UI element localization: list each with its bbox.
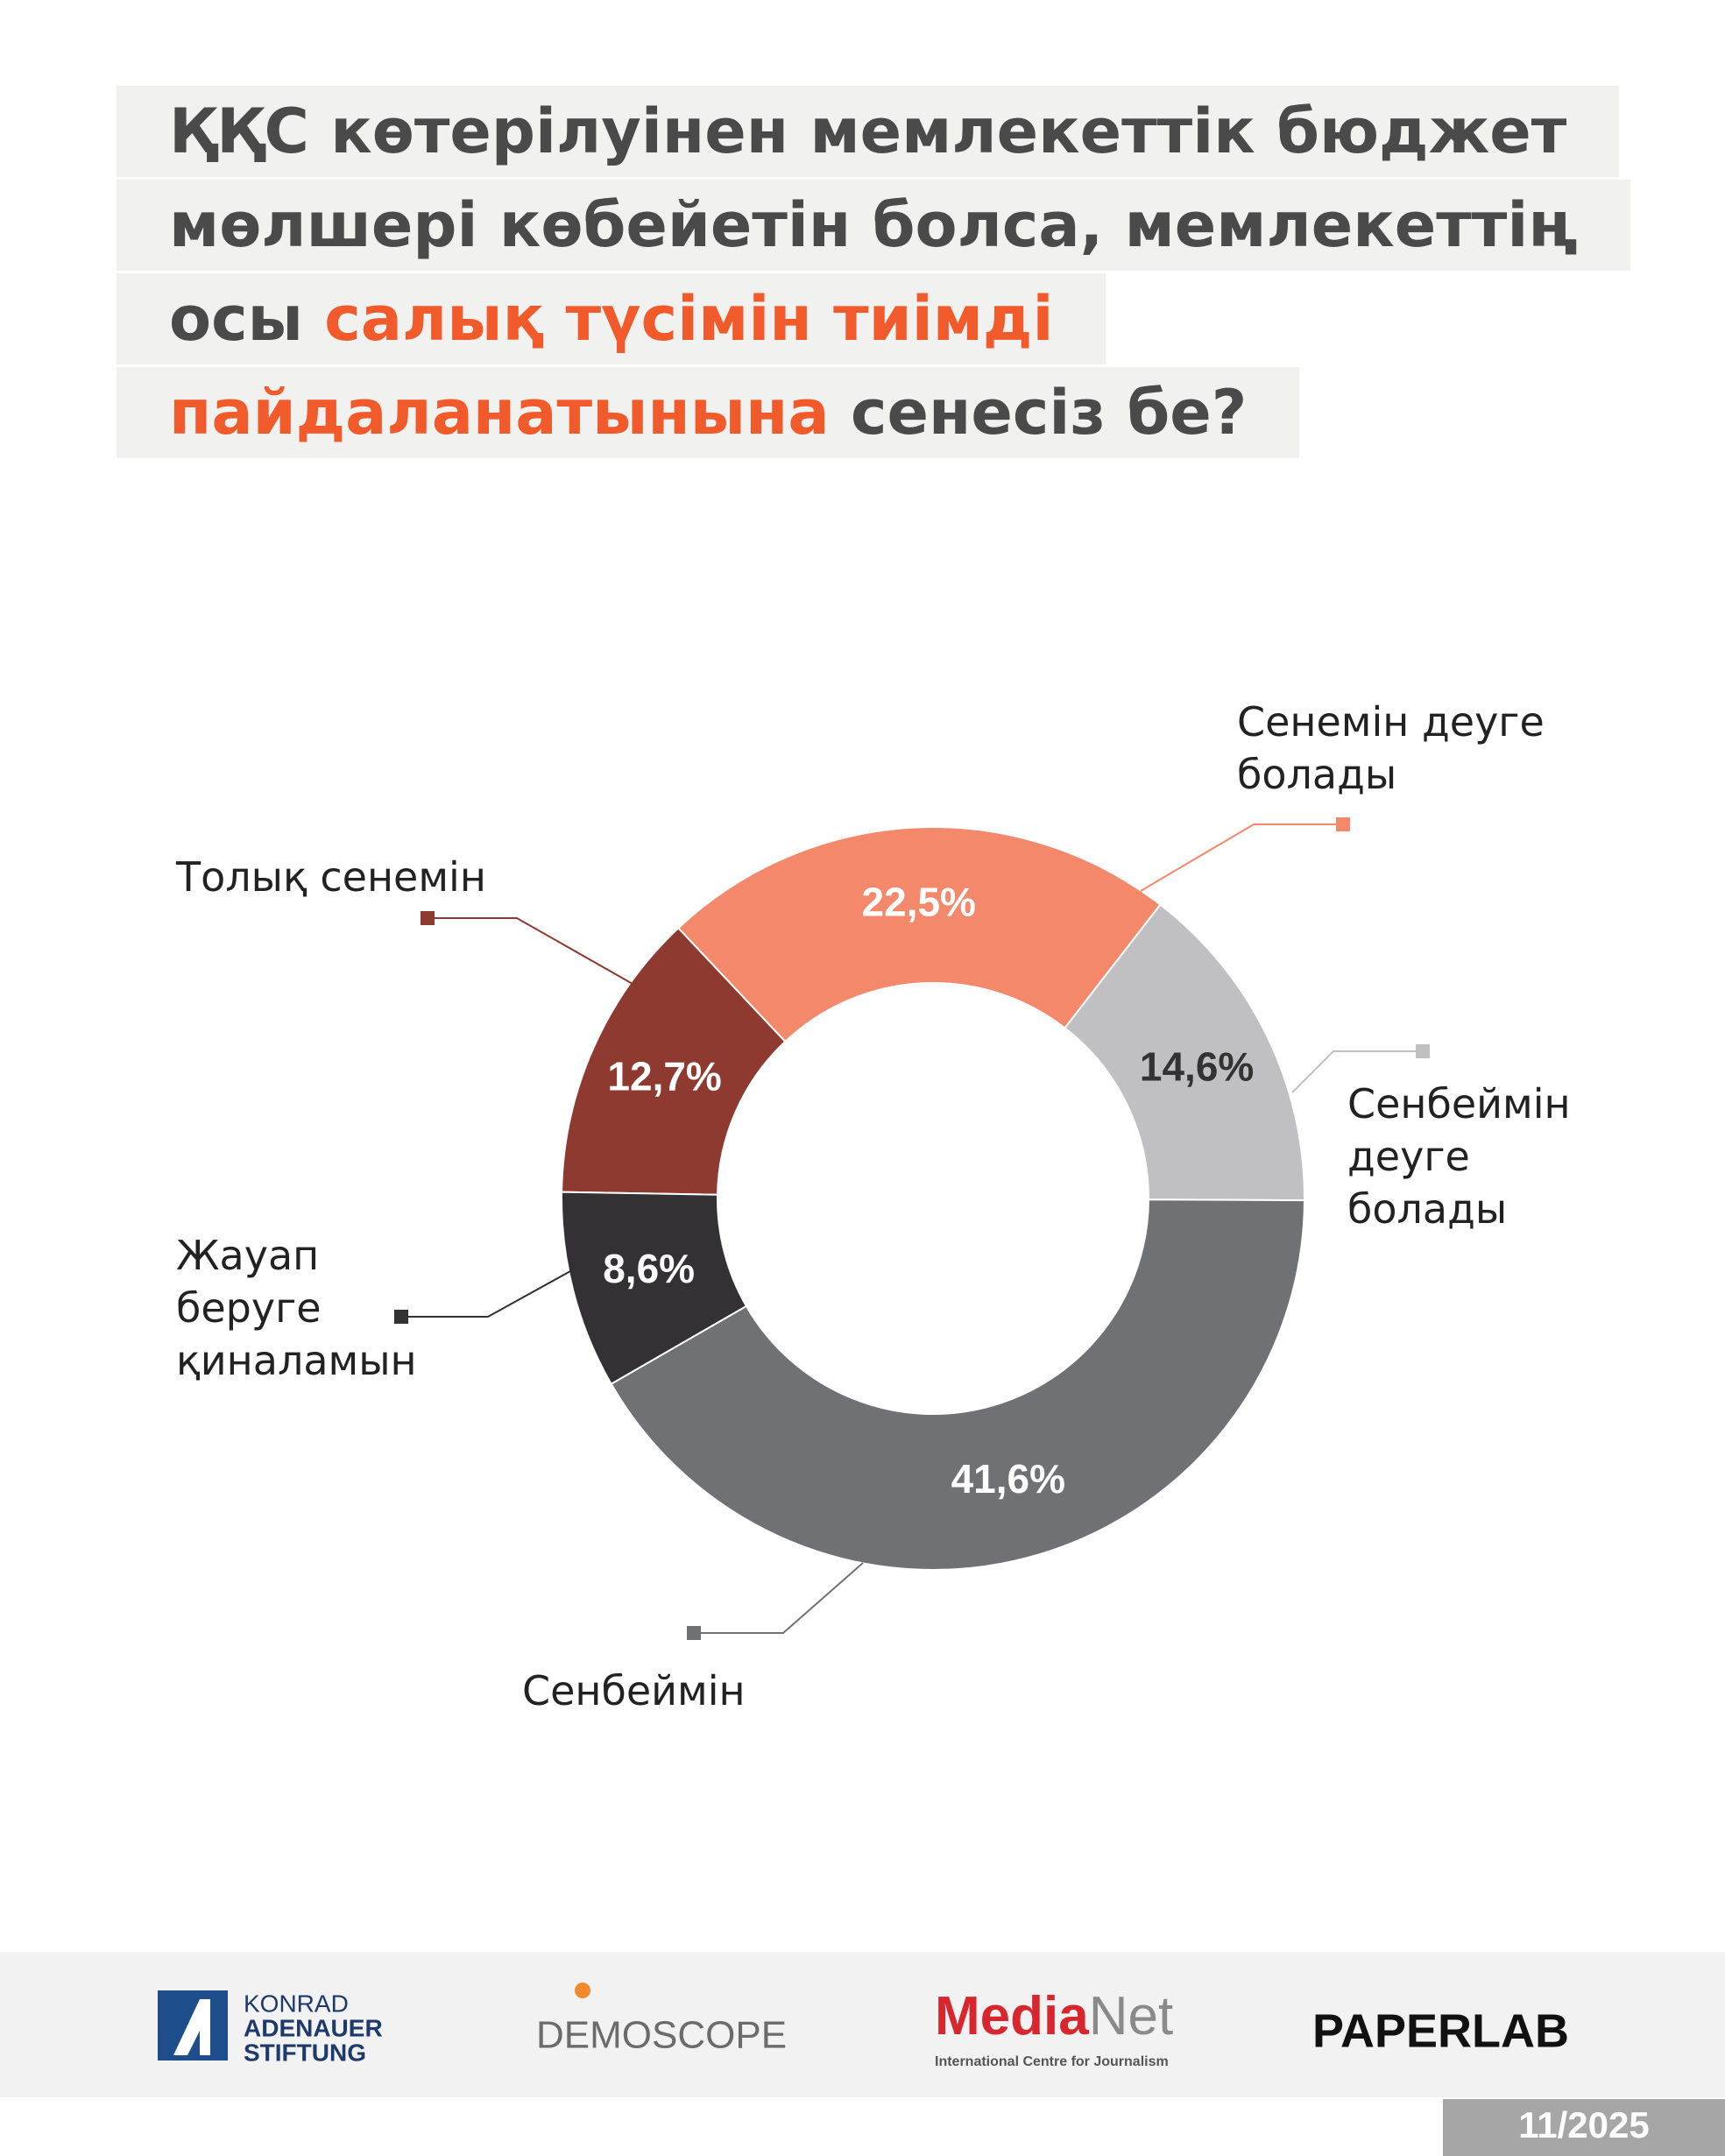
issue-box (1443, 2099, 1725, 2156)
kas-icon-a (173, 1999, 210, 2055)
category-label-line: беруге (176, 1284, 322, 1332)
category-label: Жауап беруге қиналамын (176, 1232, 417, 1384)
category-label-line: Жауап (176, 1232, 319, 1279)
value-label: 22,5% (862, 880, 976, 925)
paperlab-logo: PAPERLAB (1312, 2004, 1569, 2057)
category-label-line: болады (1347, 1185, 1507, 1233)
kas-text: ADENAUER (244, 2014, 383, 2041)
kas-text: STIFTUNG (244, 2039, 366, 2066)
issue-label: 11/2025 (1518, 2104, 1650, 2145)
demoscope-dot (575, 1983, 590, 1998)
footer-band (0, 1952, 1725, 2097)
legend-marker (421, 911, 435, 925)
category-label: Сенбеймін деуге болады (1347, 1080, 1571, 1233)
donut-segment (610, 1198, 1305, 1571)
title-text: сенесіз бе? (851, 377, 1248, 449)
callout-line (401, 1270, 571, 1318)
value-label: 8,6% (603, 1246, 695, 1291)
value-label: 41,6% (951, 1456, 1065, 1502)
medianet-net: Net (1089, 1986, 1173, 2046)
category-label-line: Сенбеймін (522, 1667, 746, 1714)
legend-marker (687, 1626, 701, 1640)
donut-segment (561, 1191, 748, 1386)
medianet-logo: MediaNet (935, 1986, 1173, 2046)
category-label: Сенбеймін (522, 1667, 746, 1714)
kas-logo: KONRAD ADENAUER STIFTUNG (158, 1990, 383, 2066)
callout-line (428, 917, 633, 985)
title-highlight: салық түсімін тиімді пайдаланатынына (169, 283, 1054, 449)
legend-marker (1416, 1044, 1430, 1058)
kas-text: KONRAD (244, 1990, 349, 2017)
legend-marker (1336, 817, 1350, 831)
legend-marker (394, 1310, 408, 1324)
demoscope-logo: DEMOSCOPE (536, 2014, 787, 2057)
callout-line (1140, 824, 1343, 892)
category-label-line: Сенбеймін (1347, 1080, 1571, 1127)
callout-line (1291, 1050, 1423, 1093)
donut-segment (1064, 903, 1305, 1202)
callout-line (694, 1562, 864, 1634)
category-label-line: Сенемін деуге (1237, 698, 1545, 746)
value-label: 14,6% (1140, 1043, 1254, 1089)
chart-title: ҚҚС көтерілуінен мемлекеттік бюджет мөлш… (117, 85, 1630, 460)
category-label-line: деуге (1347, 1133, 1470, 1180)
category-label: Толық сенемін (175, 853, 486, 901)
medianet-subtitle: International Centre for Journalism (935, 2054, 1169, 2069)
category-label-line: қиналамын (176, 1337, 417, 1384)
medianet-media: Media (935, 1986, 1089, 2046)
category-label: Сенемін деуге болады (1237, 698, 1545, 798)
value-label: 12,7% (607, 1054, 721, 1099)
category-label-line: Толық сенемін (175, 853, 486, 901)
donut-segment (676, 826, 1162, 1043)
category-label-line: болады (1237, 751, 1396, 798)
title-text: ҚҚС көтерілуінен мемлекеттік бюджет мөлш… (169, 95, 1578, 355)
